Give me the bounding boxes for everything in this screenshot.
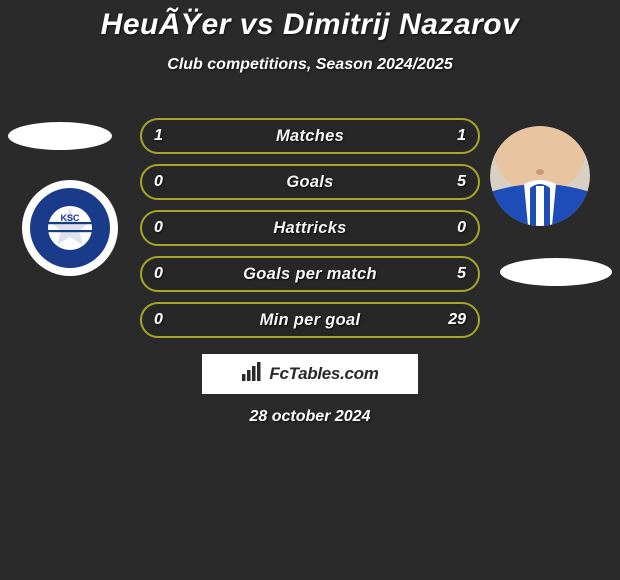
stat-label: Min per goal [142,304,478,336]
stat-label: Matches [142,120,478,152]
player-left-silhouette [8,122,112,150]
snapshot-date: 28 october 2024 [0,408,620,426]
stat-value-right: 0 [457,212,466,244]
club-badge-right-placeholder [500,258,612,286]
stat-value-right: 1 [457,120,466,152]
stat-row: 0 Goals 5 [140,164,480,200]
stat-label: Goals [142,166,478,198]
stat-value-right: 29 [448,304,466,336]
player-photo-right [490,126,590,226]
svg-text:KSC: KSC [60,213,80,223]
club-badge-left: KSC [20,178,120,278]
stat-label: Goals per match [142,258,478,290]
brand-text: FcTables.com [269,364,378,384]
stat-row: 0 Goals per match 5 [140,256,480,292]
brand-box: FcTables.com [202,354,418,394]
stat-row: 0 Hattricks 0 [140,210,480,246]
stat-label: Hattricks [142,212,478,244]
comparison-title: HeuÃŸer vs Dimitrij Nazarov [0,0,620,42]
stat-row: 0 Min per goal 29 [140,302,480,338]
bar-chart-icon [241,362,263,387]
stat-row: 1 Matches 1 [140,118,480,154]
stat-value-right: 5 [457,258,466,290]
comparison-subtitle: Club competitions, Season 2024/2025 [0,56,620,74]
stats-container: 1 Matches 1 0 Goals 5 0 Hattricks 0 0 Go… [140,118,480,348]
stat-value-right: 5 [457,166,466,198]
